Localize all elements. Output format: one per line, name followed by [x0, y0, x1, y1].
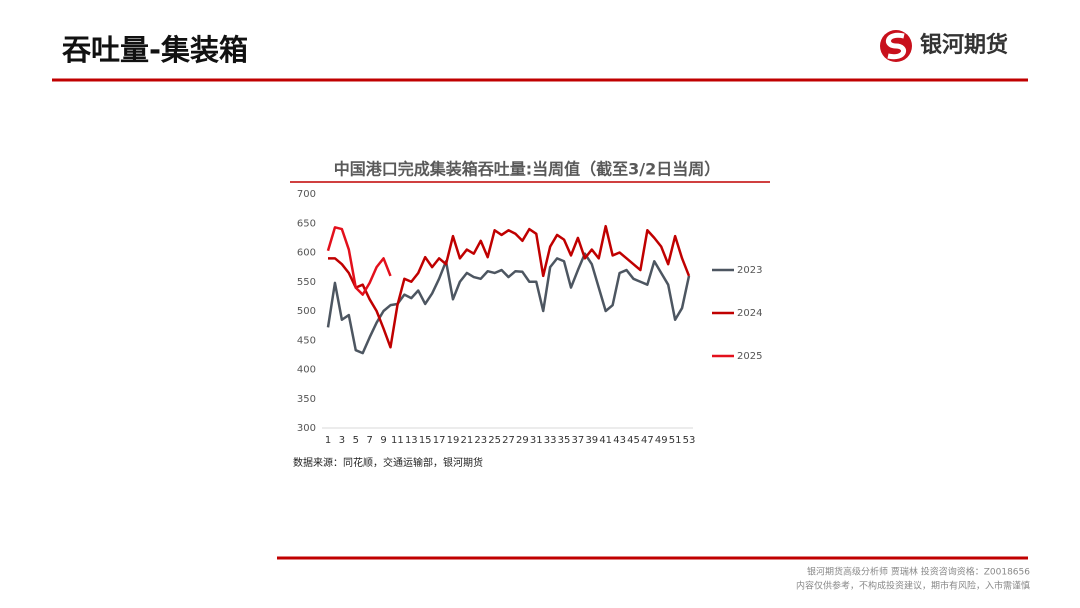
- y-tick-label: 650: [297, 218, 316, 229]
- logo-text: 银河期货: [920, 32, 1008, 58]
- x-tick-label: 5: [353, 435, 359, 446]
- x-tick-label: 45: [627, 435, 640, 446]
- x-tick-label: 31: [530, 435, 543, 446]
- x-tick-label: 43: [613, 435, 626, 446]
- x-tick-label: 25: [488, 435, 501, 446]
- slide-title: 吞吐量-集装箱: [62, 33, 248, 67]
- source-note: 数据来源：同花顺，交通运输部，银河期货: [293, 456, 483, 469]
- x-tick-label: 15: [419, 435, 432, 446]
- x-tick-label: 1: [325, 435, 331, 446]
- y-tick-label: 600: [297, 248, 316, 259]
- logo-mark: [886, 32, 906, 60]
- y-tick-label: 400: [297, 365, 316, 376]
- x-tick-label: 41: [599, 435, 612, 446]
- x-tick-label: 37: [572, 435, 585, 446]
- y-tick-label: 500: [297, 306, 316, 317]
- x-tick-label: 3: [339, 435, 345, 446]
- chart-title: 中国港口完成集装箱吞吐量:当周值（截至3/2日当周）: [334, 160, 721, 179]
- y-tick-label: 450: [297, 335, 316, 346]
- legend-label: 2024: [737, 308, 762, 319]
- x-tick-label: 19: [447, 435, 460, 446]
- y-tick-label: 700: [297, 189, 316, 200]
- legend-label: 2023: [737, 265, 762, 276]
- x-tick-label: 17: [433, 435, 446, 446]
- y-tick-label: 300: [297, 423, 316, 434]
- x-tick-label: 35: [558, 435, 571, 446]
- x-tick-label: 29: [516, 435, 529, 446]
- x-tick-label: 21: [460, 435, 473, 446]
- x-tick-label: 49: [655, 435, 668, 446]
- series-line: [326, 252, 691, 355]
- footer-line: 银河期货高级分析师 贾瑞林 投资咨询资格：Z0018656: [807, 566, 1030, 578]
- series-line: [326, 226, 392, 296]
- y-tick-label: 350: [297, 394, 316, 405]
- x-tick-label: 33: [544, 435, 557, 446]
- x-tick-label: 53: [683, 435, 696, 446]
- x-tick-label: 13: [405, 435, 418, 446]
- x-tick-label: 7: [366, 435, 372, 446]
- x-tick-label: 51: [669, 435, 682, 446]
- series-line: [328, 224, 691, 349]
- footer-line: 内容仅供参考，不构成投资建议，期市有风险，入市需谨慎: [796, 580, 1030, 592]
- x-tick-label: 47: [641, 435, 654, 446]
- x-tick-label: 23: [474, 435, 487, 446]
- x-tick-label: 9: [380, 435, 386, 446]
- x-tick-label: 39: [585, 435, 598, 446]
- y-tick-label: 550: [297, 277, 316, 288]
- x-tick-label: 11: [391, 435, 404, 446]
- x-tick-label: 27: [502, 435, 515, 446]
- legend-label: 2025: [737, 351, 762, 362]
